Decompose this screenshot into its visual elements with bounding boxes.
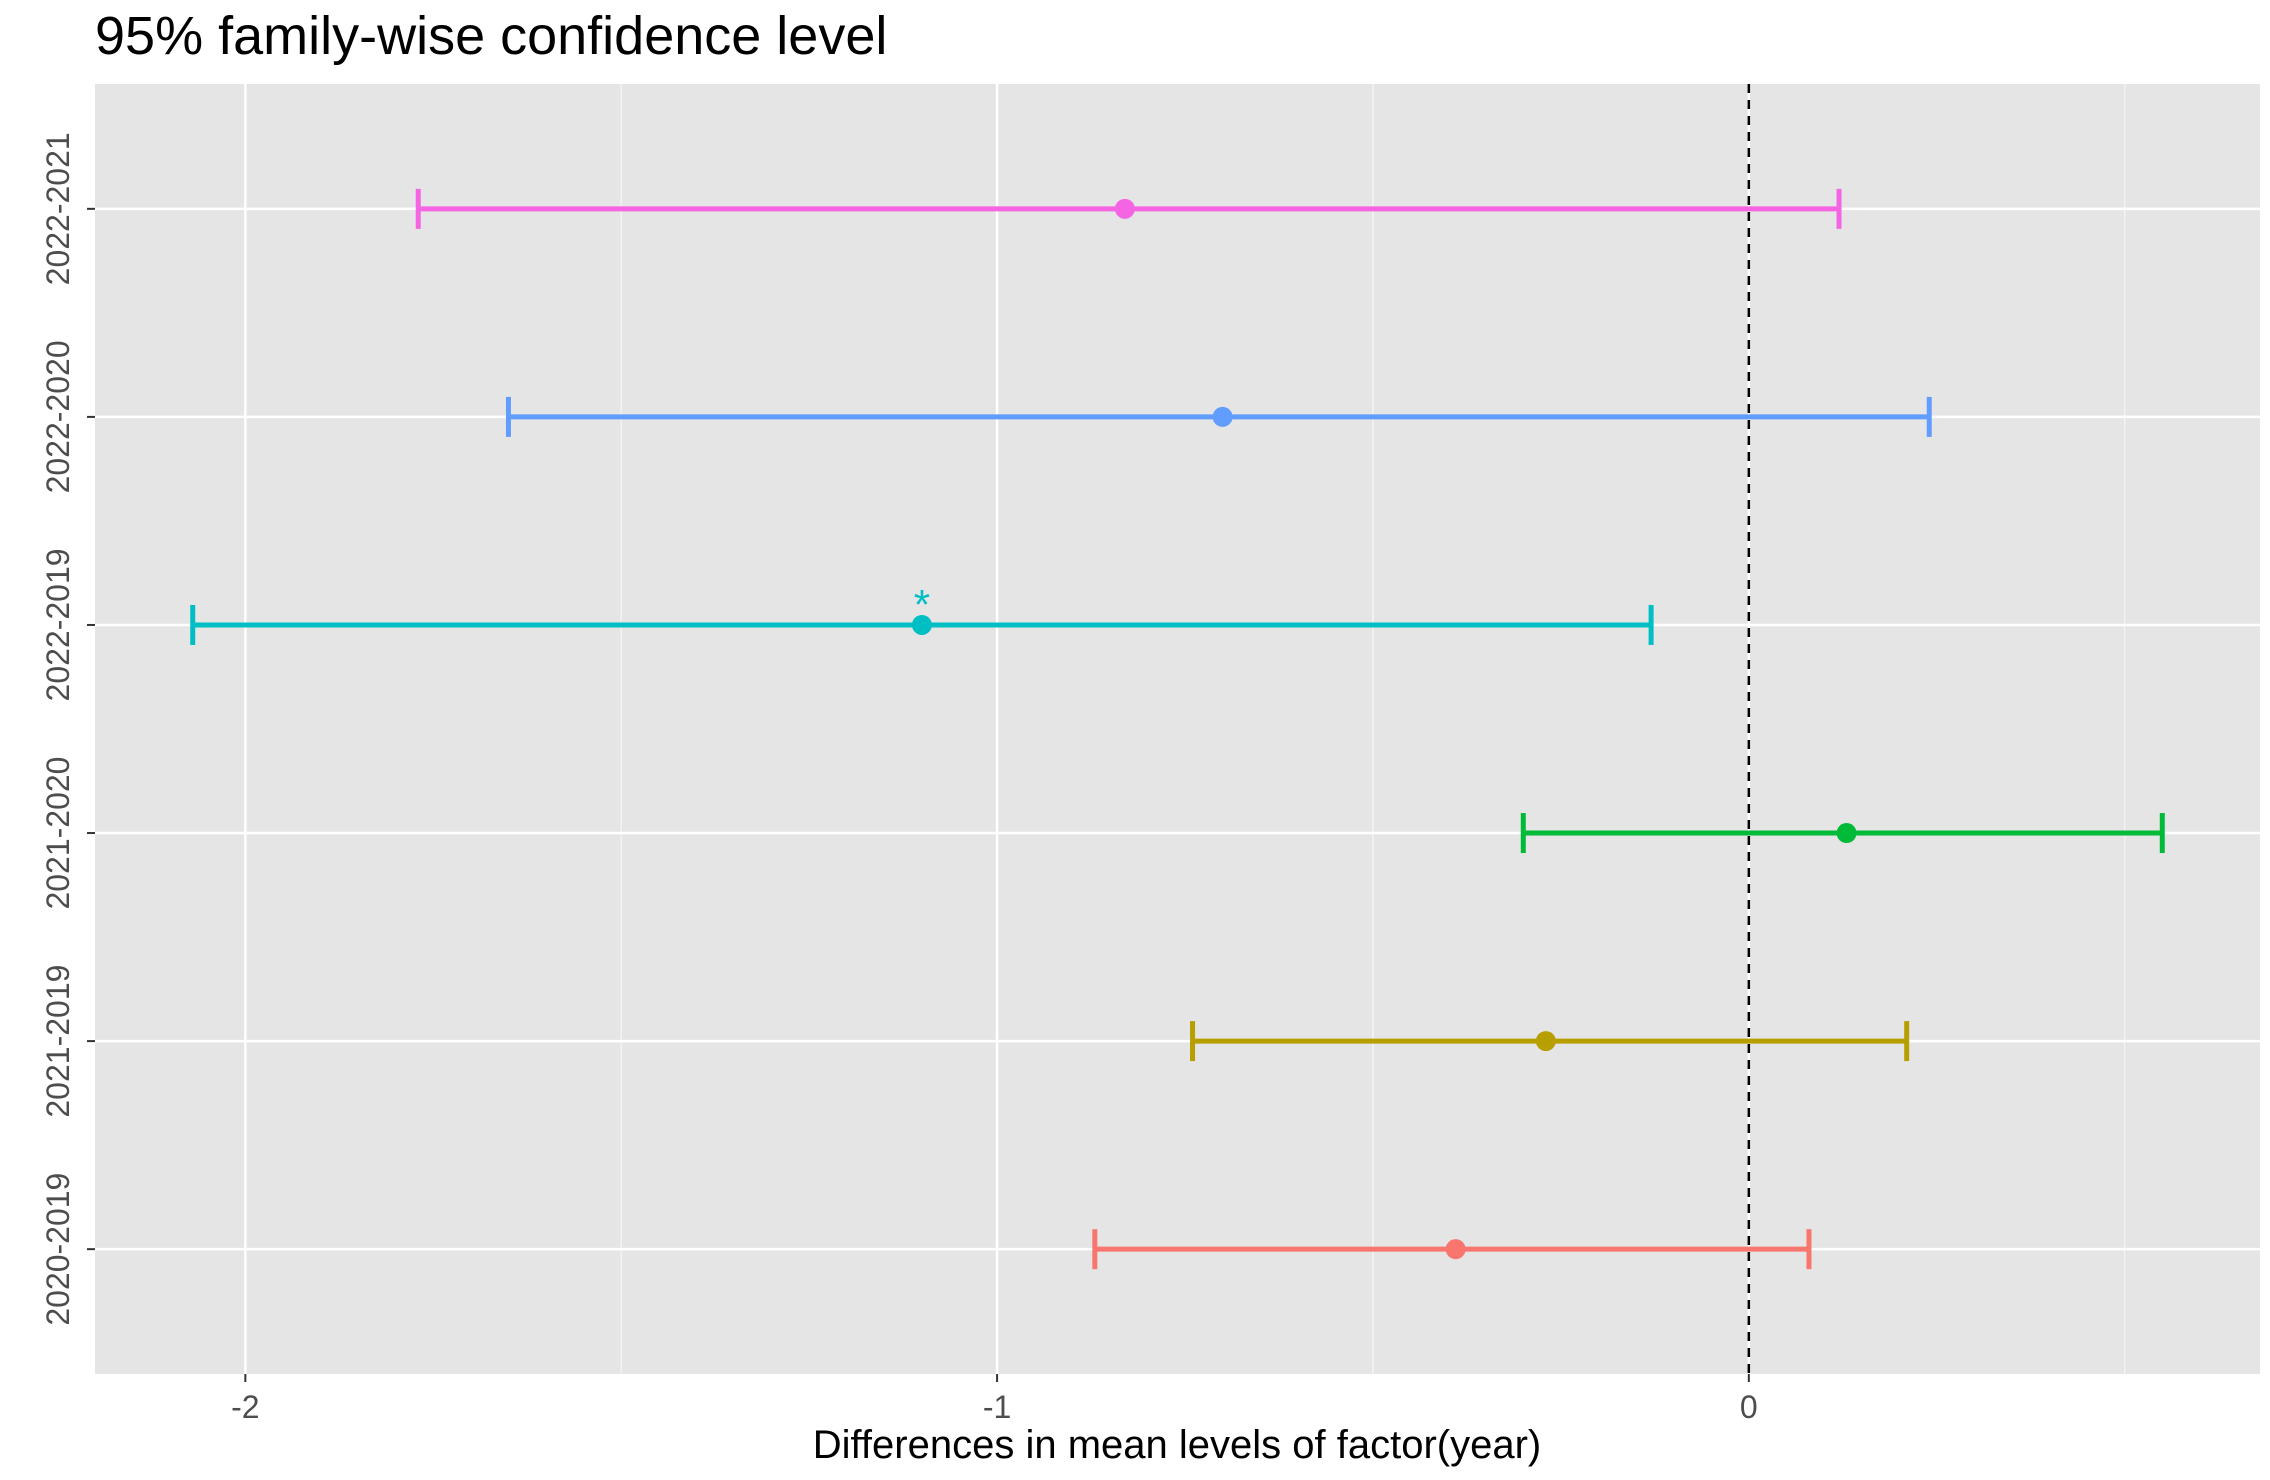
estimate-point: [1212, 406, 1233, 427]
comparison-2020-2019: [1092, 1229, 1812, 1270]
y-tick-label: 2022-2019: [40, 548, 76, 701]
estimate-point: [1445, 1239, 1466, 1260]
comparison-2021-2020: [1520, 813, 2165, 854]
estimate-point: [1535, 1031, 1556, 1052]
x-tick-label: -2: [231, 1389, 259, 1425]
y-tick-label: 2020-2019: [40, 1173, 76, 1326]
chart-title: 95% family-wise confidence level: [95, 6, 887, 66]
x-axis-title: Differences in mean levels of factor(yea…: [813, 1423, 1541, 1467]
error-bars: *: [190, 188, 2165, 1270]
comparison-2022-2019: *: [190, 581, 1654, 645]
comparison-2022-2020: [505, 396, 1932, 437]
y-tick-label: 2022-2021: [40, 132, 76, 285]
x-axis: -2 -1 0: [231, 1374, 1758, 1425]
y-tick-label: 2022-2020: [40, 340, 76, 493]
estimate-point: [1836, 823, 1857, 844]
x-tick-label: -1: [983, 1389, 1011, 1425]
estimate-point: [911, 614, 932, 635]
estimate-point: [1114, 198, 1135, 219]
y-tick-label: 2021-2020: [40, 757, 76, 910]
y-tick-label: 2021-2019: [40, 965, 76, 1118]
comparison-2021-2019: [1190, 1021, 1910, 1062]
x-tick-label: 0: [1740, 1389, 1758, 1425]
significance-marker: *: [914, 581, 930, 628]
y-axis: 2020-2019 2021-2019 2021-2020 2022-2019 2022…: [40, 132, 95, 1326]
plot-panel: [95, 84, 2260, 1374]
comparison-2022-2021: [415, 188, 1842, 229]
